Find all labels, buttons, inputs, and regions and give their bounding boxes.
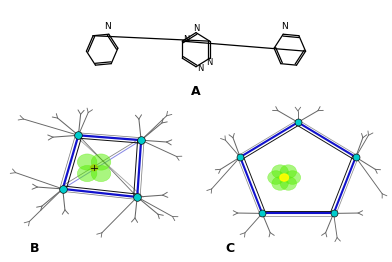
Circle shape [272,177,289,190]
Text: N: N [197,64,203,73]
Circle shape [280,174,289,181]
Circle shape [272,165,289,178]
Text: A: A [191,85,201,99]
Circle shape [280,165,297,178]
Circle shape [268,171,284,184]
Text: N: N [207,58,213,67]
Circle shape [91,165,98,171]
Text: N: N [183,35,190,43]
Text: N: N [104,22,111,31]
Text: N: N [193,24,199,33]
Circle shape [280,177,297,190]
Circle shape [77,154,97,170]
Circle shape [91,154,111,170]
Circle shape [77,165,97,182]
Text: B: B [29,242,39,255]
Circle shape [284,171,301,184]
Circle shape [91,165,111,182]
Text: C: C [225,242,234,255]
Text: N: N [281,22,288,31]
